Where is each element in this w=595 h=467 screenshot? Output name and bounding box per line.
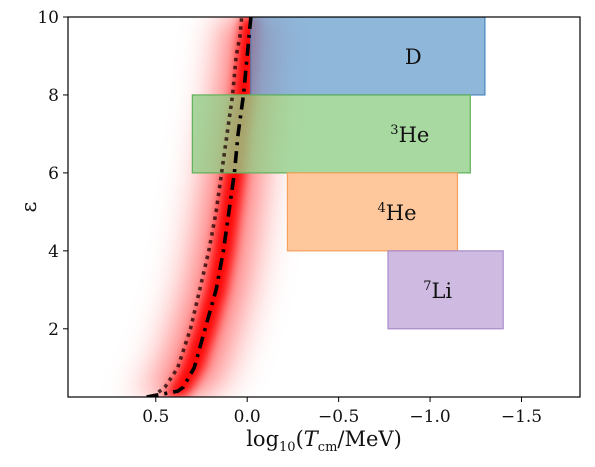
region-label: 4He [377,201,416,225]
plot-frame [67,16,581,398]
labels: D 3He 4He 7Li 0.5 0.0 −0.5 −1.0 −1.5 2 4 6 8 10 log10(… [17,8,542,455]
region-box-7li [387,250,504,330]
y-tick-label: 2 [48,320,59,340]
series-line-dashdot [146,17,253,397]
axes [63,16,581,402]
series-line-dotted [151,17,244,397]
region-box-3he [191,94,471,174]
y-tick-label: 8 [48,86,59,106]
region-label: 3He [390,123,429,147]
region-box-4he [286,172,459,252]
region-box-d [250,17,486,96]
plot-area [119,17,504,397]
x-tick-label: 0.5 [142,407,169,427]
y-tick-label: 6 [48,164,59,184]
x-tick-label: −1.0 [409,407,450,427]
x-axis-label: log10(Tcm/MeV) [246,427,402,455]
x-tick-label: −0.5 [318,407,359,427]
x-tick-label: −1.5 [501,407,542,427]
y-tick-label: 4 [48,242,59,262]
x-tick-label: 0.0 [234,407,261,427]
y-tick-label: 10 [37,8,59,28]
region-label: 7Li [423,279,452,303]
y-axis-label: ε [17,202,41,213]
region-label: D [405,45,422,69]
